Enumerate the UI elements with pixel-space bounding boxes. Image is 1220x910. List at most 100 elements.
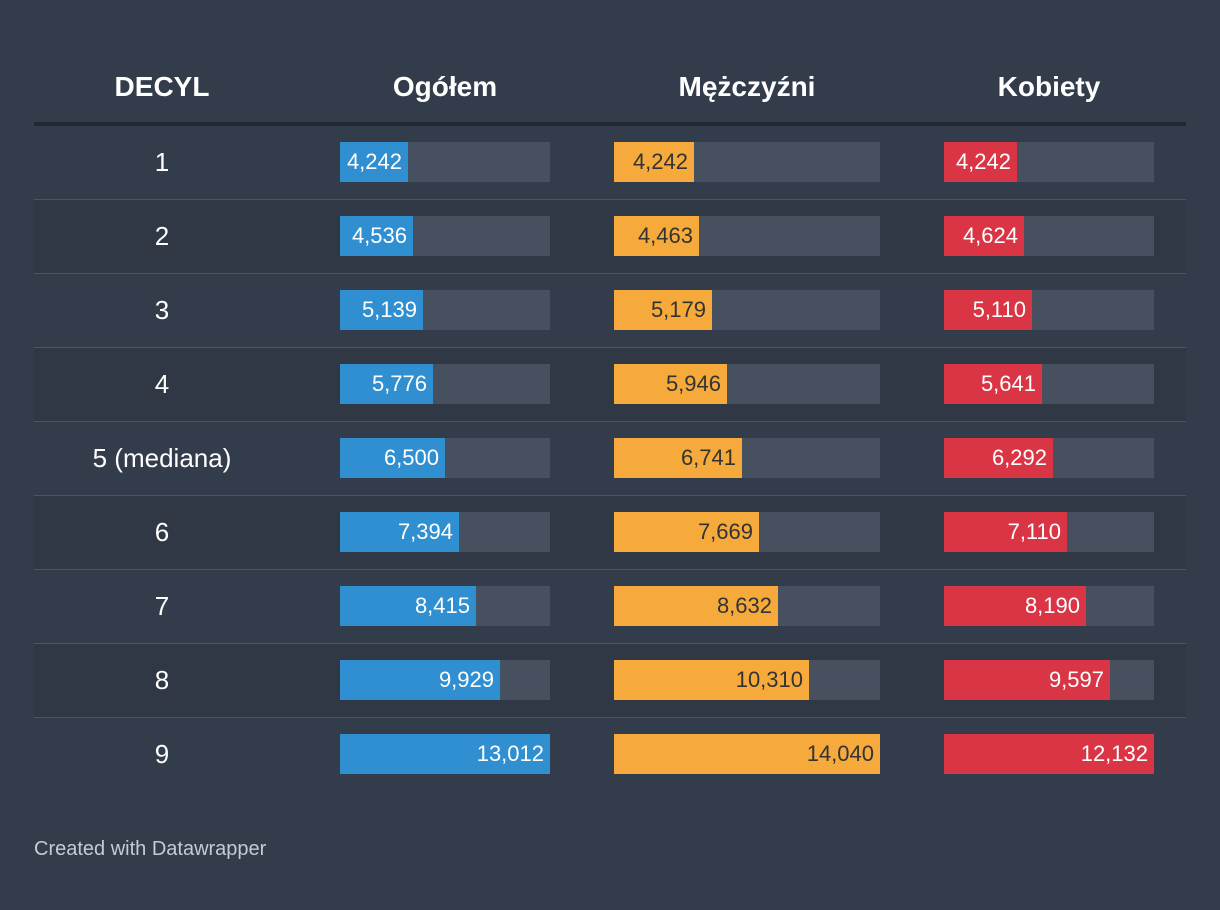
table-row: 4 5,776 5,946 5,641 <box>34 348 1186 422</box>
bar-value-kobiety: 12,132 <box>1080 741 1148 766</box>
bar-track-kobiety: 8,190 <box>944 586 1154 626</box>
bar-kobiety <box>944 364 1042 404</box>
bar-track-kobiety: 4,624 <box>944 216 1154 256</box>
bar-track-kobiety: 7,110 <box>944 512 1154 552</box>
header-kobiety: Kobiety <box>997 71 1101 102</box>
table-row: 7 8,415 8,632 8,190 <box>34 570 1186 644</box>
bar-track-mezczyzni: 5,946 <box>614 364 880 404</box>
bar-kobiety <box>944 586 1086 626</box>
bar-ogolem <box>340 364 433 404</box>
bar-track-ogolem: 5,776 <box>340 364 550 404</box>
bar-track-mezczyzni: 7,669 <box>614 512 880 552</box>
bar-value-kobiety: 9,597 <box>1048 667 1104 692</box>
table-row: 1 4,242 4,242 4,242 <box>34 126 1186 200</box>
table-row: 5 (mediana) 6,500 6,741 6,292 <box>34 422 1186 496</box>
bar-value-kobiety: 8,190 <box>1024 593 1080 618</box>
bar-value-ogolem: 9,929 <box>438 667 494 692</box>
bar-track-kobiety: 4,242 <box>944 142 1154 182</box>
bar-track-mezczyzni: 4,463 <box>614 216 880 256</box>
bar-track-mezczyzni: 4,242 <box>614 142 880 182</box>
bar-mezczyzni <box>614 512 759 552</box>
bar-value-mezczyzni: 5,179 <box>650 297 706 322</box>
decile-label: 1 <box>154 147 170 177</box>
bar-ogolem <box>340 660 500 700</box>
bar-ogolem <box>340 216 413 256</box>
bar-ogolem <box>340 438 445 478</box>
bar-mezczyzni <box>614 290 712 330</box>
bar-value-ogolem: 6,500 <box>383 445 439 470</box>
bar-value-mezczyzni: 6,741 <box>680 445 736 470</box>
bar-value-kobiety: 4,242 <box>955 149 1011 174</box>
bar-value-ogolem: 7,394 <box>397 519 453 544</box>
header-mezczyzni: Mężczyźni <box>678 71 816 102</box>
decile-label: 4 <box>154 369 170 399</box>
decile-label: 8 <box>154 665 170 695</box>
bar-track-ogolem: 13,012 <box>340 734 550 774</box>
bar-mezczyzni <box>614 586 778 626</box>
decile-label: 6 <box>154 517 170 547</box>
table-row: 6 7,394 7,669 7,110 <box>34 496 1186 570</box>
header-ogolem: Ogółem <box>392 71 498 102</box>
bar-track-mezczyzni: 8,632 <box>614 586 880 626</box>
bar-value-ogolem: 4,536 <box>351 223 407 248</box>
bar-kobiety <box>944 438 1053 478</box>
bar-track-ogolem: 4,242 <box>340 142 550 182</box>
bar-ogolem <box>340 142 408 182</box>
bar-value-kobiety: 5,110 <box>972 297 1026 322</box>
bar-kobiety <box>944 512 1067 552</box>
bar-value-ogolem: 5,776 <box>371 371 427 396</box>
decile-label: 5 (mediana) <box>92 443 232 473</box>
bar-value-mezczyzni: 10,310 <box>735 667 803 692</box>
bar-value-kobiety: 7,110 <box>1007 519 1061 544</box>
table-row: 2 4,536 4,463 4,624 <box>34 200 1186 274</box>
table-row: 3 5,139 5,179 5,110 <box>34 274 1186 348</box>
bar-value-kobiety: 5,641 <box>980 371 1036 396</box>
bar-track-ogolem: 8,415 <box>340 586 550 626</box>
table-row: 9 13,012 14,040 12,132 <box>34 718 1186 792</box>
bar-mezczyzni <box>614 216 699 256</box>
bar-mezczyzni <box>614 142 694 182</box>
bar-track-kobiety: 5,110 <box>944 290 1154 330</box>
bar-value-ogolem: 5,139 <box>361 297 417 322</box>
bar-value-ogolem: 8,415 <box>414 593 470 618</box>
bar-mezczyzni <box>614 734 880 774</box>
bar-mezczyzni <box>614 364 727 404</box>
bar-mezczyzni <box>614 438 742 478</box>
bar-track-kobiety: 5,641 <box>944 364 1154 404</box>
bar-value-mezczyzni: 4,463 <box>637 223 693 248</box>
bar-track-ogolem: 4,536 <box>340 216 550 256</box>
bar-kobiety <box>944 290 1032 330</box>
decile-label: 3 <box>154 295 170 325</box>
bar-value-kobiety: 4,624 <box>962 223 1018 248</box>
bar-track-kobiety: 6,292 <box>944 438 1154 478</box>
bar-value-kobiety: 6,292 <box>991 445 1047 470</box>
decile-label: 9 <box>154 739 170 769</box>
bar-track-ogolem: 6,500 <box>340 438 550 478</box>
bar-value-mezczyzni: 7,669 <box>697 519 753 544</box>
footer-credit: Created with Datawrapper <box>34 838 267 860</box>
bar-value-ogolem: 4,242 <box>346 149 402 174</box>
header-decyl: DECYL <box>114 71 210 102</box>
table-header: DECYL Ogółem Mężczyźni Kobiety <box>34 50 1186 124</box>
bar-mezczyzni <box>614 660 809 700</box>
bar-value-mezczyzni: 8,632 <box>716 593 772 618</box>
bar-kobiety <box>944 734 1154 774</box>
bar-track-ogolem: 7,394 <box>340 512 550 552</box>
bar-kobiety <box>944 142 1017 182</box>
bar-track-ogolem: 9,929 <box>340 660 550 700</box>
bar-track-kobiety: 12,132 <box>944 734 1154 774</box>
header-divider <box>34 122 1186 126</box>
bar-track-mezczyzni: 10,310 <box>614 660 880 700</box>
bar-track-kobiety: 9,597 <box>944 660 1154 700</box>
bar-value-ogolem: 13,012 <box>476 741 544 766</box>
bar-track-mezczyzni: 14,040 <box>614 734 880 774</box>
bar-track-mezczyzni: 5,179 <box>614 290 880 330</box>
bar-kobiety <box>944 660 1110 700</box>
bar-track-ogolem: 5,139 <box>340 290 550 330</box>
table-body: 1 4,242 4,242 4,242 2 4,536 4,463 4,624 3 5,139 5,… <box>34 126 1186 792</box>
bar-ogolem <box>340 512 459 552</box>
bar-value-mezczyzni: 4,242 <box>632 149 688 174</box>
bar-ogolem <box>340 734 550 774</box>
bar-ogolem <box>340 586 476 626</box>
